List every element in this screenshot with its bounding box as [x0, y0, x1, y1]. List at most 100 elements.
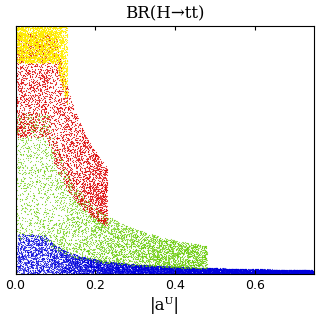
Point — [65, 93, 70, 98]
Point — [18, 103, 23, 108]
Point — [158, 271, 163, 276]
Point — [31, 133, 36, 139]
Point — [250, 270, 255, 276]
Point — [16, 71, 21, 76]
Point — [91, 147, 96, 152]
Point — [45, 259, 50, 264]
Point — [57, 73, 62, 78]
Point — [120, 228, 125, 234]
Point — [83, 266, 88, 271]
Point — [191, 271, 196, 276]
Point — [59, 252, 64, 257]
Point — [194, 267, 199, 272]
Point — [98, 205, 103, 210]
Point — [102, 192, 107, 197]
Point — [60, 155, 65, 160]
Point — [143, 241, 148, 246]
Point — [63, 123, 68, 128]
Point — [157, 263, 162, 268]
Point — [108, 251, 113, 256]
Point — [77, 156, 82, 161]
Point — [36, 103, 42, 108]
Point — [98, 211, 103, 216]
Point — [117, 263, 123, 268]
Point — [177, 250, 182, 255]
Point — [99, 217, 104, 222]
Point — [29, 253, 34, 259]
Point — [161, 265, 166, 270]
Point — [132, 263, 137, 268]
Point — [85, 218, 91, 223]
Point — [60, 29, 65, 34]
Point — [182, 266, 187, 271]
Point — [83, 266, 88, 271]
Point — [59, 67, 64, 72]
Point — [264, 270, 269, 276]
Point — [62, 175, 67, 180]
Point — [162, 267, 167, 272]
Point — [156, 260, 161, 265]
Point — [32, 262, 37, 267]
Point — [300, 270, 305, 275]
Point — [138, 238, 143, 243]
Point — [47, 36, 52, 42]
Point — [228, 270, 233, 275]
Point — [28, 85, 33, 90]
Point — [177, 268, 182, 273]
Point — [88, 198, 93, 204]
Point — [61, 250, 67, 255]
Point — [48, 55, 53, 60]
Point — [105, 261, 110, 266]
Point — [95, 242, 100, 247]
Point — [187, 257, 192, 262]
Point — [76, 190, 81, 196]
Point — [93, 258, 99, 263]
Point — [26, 230, 31, 235]
Point — [104, 207, 109, 212]
Point — [128, 247, 133, 252]
Point — [58, 106, 63, 111]
Point — [164, 247, 169, 252]
Point — [281, 268, 286, 273]
Point — [110, 249, 115, 254]
Point — [112, 268, 117, 273]
Point — [44, 165, 49, 170]
Point — [178, 254, 183, 259]
Point — [181, 258, 186, 263]
Point — [22, 44, 28, 50]
Point — [81, 268, 86, 273]
Point — [204, 249, 209, 254]
Point — [149, 250, 154, 255]
Point — [153, 266, 158, 271]
Point — [46, 259, 51, 264]
Point — [31, 102, 36, 107]
Point — [28, 171, 33, 176]
Point — [51, 64, 56, 69]
Point — [40, 82, 45, 87]
Point — [149, 269, 154, 275]
Point — [120, 268, 125, 273]
Point — [154, 239, 159, 244]
Point — [81, 183, 86, 188]
Point — [131, 265, 136, 270]
Point — [158, 242, 164, 247]
Point — [54, 179, 59, 184]
Point — [101, 263, 107, 268]
Point — [172, 268, 177, 274]
Point — [38, 258, 44, 263]
Point — [208, 270, 213, 276]
Point — [309, 268, 314, 273]
Point — [146, 271, 151, 276]
Point — [220, 268, 225, 274]
Point — [141, 253, 146, 259]
Point — [96, 271, 101, 276]
Point — [301, 268, 306, 273]
Point — [54, 252, 59, 257]
Point — [95, 222, 100, 227]
Point — [91, 257, 96, 262]
Point — [187, 266, 192, 271]
Point — [73, 115, 78, 120]
Point — [180, 271, 185, 276]
Point — [93, 152, 99, 157]
Point — [62, 120, 68, 125]
